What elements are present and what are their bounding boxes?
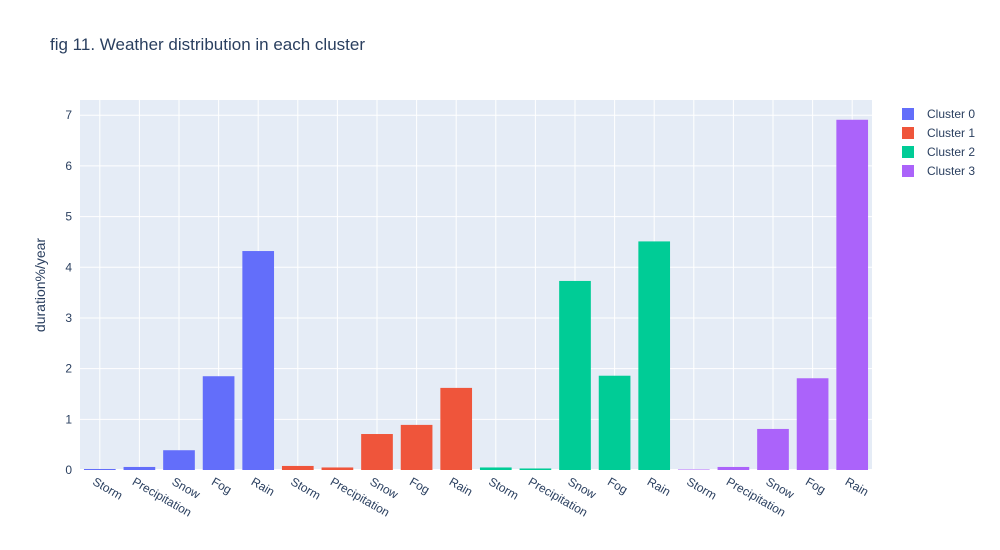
bar: [321, 467, 354, 470]
legend-swatch: [902, 146, 914, 158]
y-tick-label: 7: [65, 108, 72, 122]
y-tick-label: 5: [65, 210, 72, 224]
legend-swatch: [902, 127, 914, 139]
y-tick-label: 6: [65, 159, 72, 173]
bar: [242, 251, 275, 470]
x-tick-label: Storm: [684, 474, 719, 502]
x-tick-label: Rain: [645, 474, 673, 498]
bar: [598, 375, 631, 470]
x-tick-label: Fog: [803, 474, 828, 496]
bars: [83, 119, 869, 470]
bar: [163, 450, 195, 470]
bar: [519, 468, 552, 470]
y-tick-label: 2: [65, 362, 72, 376]
bar: [400, 424, 433, 470]
bar: [479, 467, 512, 470]
x-tick-label: Fog: [407, 474, 432, 496]
bar: [559, 280, 591, 470]
bar: [717, 466, 750, 470]
x-tick-label: Rain: [447, 474, 475, 498]
x-tick-label: Storm: [90, 474, 125, 502]
plot-area: [80, 100, 872, 470]
x-tick-label: Rain: [249, 474, 277, 498]
y-axis-title: duration%/year: [32, 238, 48, 333]
x-tick-label: Storm: [288, 474, 323, 502]
legend-label: Cluster 3: [927, 164, 975, 178]
bar: [123, 466, 156, 470]
x-tick-label: Storm: [486, 474, 521, 502]
bar: [796, 378, 829, 470]
y-tick-label: 3: [65, 311, 72, 325]
bar: [677, 469, 710, 470]
bar: [440, 387, 473, 470]
y-tick-label: 1: [65, 412, 72, 426]
legend-swatch: [902, 108, 914, 120]
bar: [361, 434, 393, 470]
y-tick-label: 0: [65, 463, 72, 477]
bar: [757, 428, 789, 470]
y-axis-ticks: 0 1 2 3 4 5 6 7: [65, 108, 72, 477]
legend-swatch: [902, 165, 914, 177]
y-tick-label: 4: [65, 260, 72, 274]
x-tick-label: Rain: [843, 474, 871, 498]
bar: [638, 241, 671, 470]
x-tick-label: Fog: [605, 474, 630, 496]
legend-label: Cluster 1: [927, 126, 975, 140]
bar: [202, 376, 235, 470]
legend-label: Cluster 2: [927, 145, 975, 159]
bar: [836, 119, 869, 470]
bar: [281, 465, 314, 470]
legend: Cluster 0 Cluster 1 Cluster 2 Cluster 3: [902, 107, 975, 178]
x-tick-label: Fog: [209, 474, 234, 496]
bar: [83, 468, 116, 470]
legend-label: Cluster 0: [927, 107, 975, 121]
chart-title: fig 11. Weather distribution in each clu…: [50, 35, 365, 54]
